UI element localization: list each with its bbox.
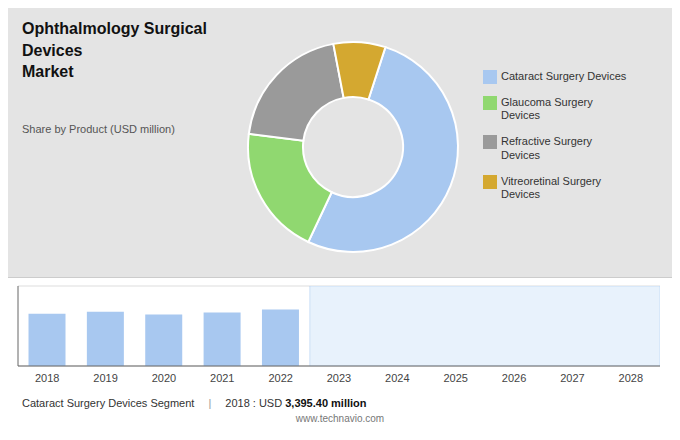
html-text:Glaucoma Surgery Devices: Glaucoma Surgery Devices (501, 95, 593, 122)
svg-text:2020: 2020 (152, 372, 176, 384)
svg-text:2025: 2025 (443, 372, 467, 384)
html-text:Cataract Surgery Devices Segme: Cataract Surgery Devices Segment (22, 396, 195, 409)
svg-text:2023: 2023 (327, 372, 351, 384)
svg-text:2024: 2024 (385, 372, 409, 384)
svg-text:2018: 2018 (35, 372, 59, 384)
html-text:Vitreoretinal Surgery Devices: Vitreoretinal Surgery Devices (501, 174, 602, 201)
html-text:www.technavio.com: www.technavio.com (295, 412, 385, 424)
html-text:Cataract Surgery Devices: Cataract Surgery Devices (501, 69, 627, 82)
html-text:Refractive Surgery Devices: Refractive Surgery Devices (501, 135, 593, 161)
svg-text:2022: 2022 (268, 372, 292, 384)
svg-text:2019: 2019 (93, 372, 117, 384)
html-text:2018 : USD 3,395.40 million: 2018 : USD 3,395.40 million (225, 396, 367, 409)
svg-text:2028: 2028 (619, 372, 643, 384)
svg-text:2027: 2027 (560, 372, 584, 384)
svg-text:2026: 2026 (502, 372, 526, 384)
svg-text:2021: 2021 (210, 372, 234, 384)
html-text:Share by Product (USD million): Share by Product (USD million) (22, 122, 175, 135)
html-text:Ophthalmology Surgical Devices: Ophthalmology Surgical Devices Market (22, 20, 207, 81)
